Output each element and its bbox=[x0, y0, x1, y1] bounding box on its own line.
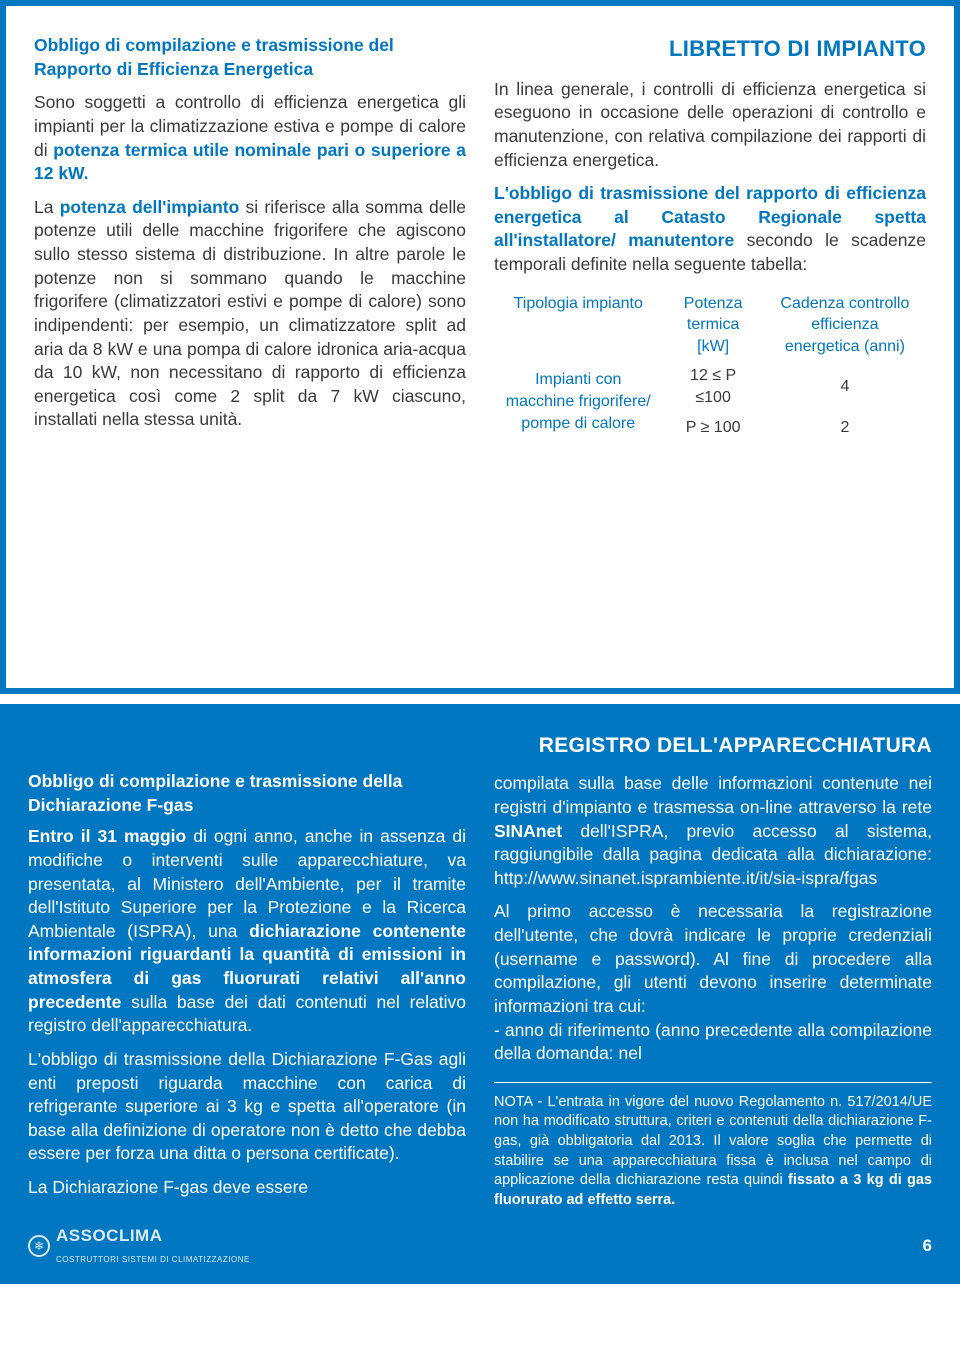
libretto-left-column: Obbligo di compilazione e trasmissione d… bbox=[34, 34, 466, 660]
registro-right-p1: compilata sulla base delle informazioni … bbox=[494, 772, 932, 890]
footer-brand-block: ASSOCLIMA COSTRUTTORI SISTEMI DI CLIMATI… bbox=[56, 1226, 250, 1266]
left-p2-bold: potenza dell'impianto bbox=[60, 197, 240, 217]
libretto-right-column: LIBRETTO DI IMPIANTO In linea generale, … bbox=[494, 34, 926, 660]
th-potenza: Potenza termica [kW] bbox=[662, 289, 763, 362]
page-number: 6 bbox=[923, 1236, 932, 1256]
registro-right-p1-bold: SINAnet bbox=[494, 821, 562, 841]
registro-left-heading: Obbligo di compilazione e trasmissione d… bbox=[28, 770, 466, 817]
registro-left-p1: Entro il 31 maggio di ogni anno, anche i… bbox=[28, 825, 466, 1038]
right-p1: In linea generale, i controlli di effici… bbox=[494, 78, 926, 173]
divider bbox=[494, 1082, 932, 1083]
registro-note: NOTA - L'entrata in vigore del nuovo Reg… bbox=[494, 1093, 932, 1210]
page: Obbligo di compilazione e trasmissione d… bbox=[0, 0, 960, 1365]
cell-cad-2: 2 bbox=[764, 413, 926, 443]
left-p2-pre: La bbox=[34, 197, 60, 217]
left-p1-bold: potenza termica utile nominale pari o su… bbox=[34, 140, 466, 184]
cell-cad-1: 4 bbox=[764, 361, 926, 412]
registro-left-p1-bold: Entro il 31 maggio bbox=[28, 826, 186, 846]
cell-pot-2: P ≥ 100 bbox=[662, 413, 763, 443]
left-p2-post: si riferisce alla somma delle potenze ut… bbox=[34, 197, 466, 430]
table-row: Impianti con macchine frigorifere/ pompe… bbox=[494, 361, 926, 412]
registro-right-p1-pre: compilata sulla base delle informazioni … bbox=[494, 773, 932, 817]
left-heading: Obbligo di compilazione e trasmissione d… bbox=[34, 34, 466, 81]
footer-brand-sub: COSTRUTTORI SISTEMI DI CLIMATIZZAZIONE bbox=[56, 1255, 250, 1264]
cadenza-table: Tipologia impianto Potenza termica [kW] … bbox=[494, 289, 926, 443]
registro-left-p2: L'obbligo di trasmissione della Dichiara… bbox=[28, 1048, 466, 1166]
registro-title: REGISTRO DELL'APPARECCHIATURA bbox=[494, 732, 932, 760]
right-p2: L'obbligo di trasmissione del rapporto d… bbox=[494, 182, 926, 277]
libretto-section: Obbligo di compilazione e trasmissione d… bbox=[0, 0, 960, 694]
registro-section: Obbligo di compilazione e trasmissione d… bbox=[0, 704, 960, 1284]
cell-pot-1: 12 ≤ P ≤100 bbox=[662, 361, 763, 412]
registro-right-p2-line: - anno di riferimento (anno precedente a… bbox=[494, 1020, 932, 1064]
th-tipologia: Tipologia impianto bbox=[494, 289, 662, 362]
footer-brand: ASSOCLIMA bbox=[56, 1226, 163, 1245]
registro-right-p2: Al primo accesso è necessaria la registr… bbox=[494, 900, 932, 1065]
th-cadenza: Cadenza controllo efficienza energetica … bbox=[764, 289, 926, 362]
left-p1: Sono soggetti a controllo di efficienza … bbox=[34, 91, 466, 186]
registro-right-column: REGISTRO DELL'APPARECCHIATURA compilata … bbox=[494, 732, 932, 1264]
footer-logo: ❄ ASSOCLIMA COSTRUTTORI SISTEMI DI CLIMA… bbox=[28, 1226, 250, 1266]
logo-icon: ❄ bbox=[28, 1235, 50, 1257]
registro-left-column: Obbligo di compilazione e trasmissione d… bbox=[28, 732, 466, 1264]
row-label: Impianti con macchine frigorifere/ pompe… bbox=[494, 361, 662, 442]
registro-left-p3: La Dichiarazione F-gas deve essere bbox=[28, 1176, 466, 1200]
page-footer: ❄ ASSOCLIMA COSTRUTTORI SISTEMI DI CLIMA… bbox=[28, 1226, 932, 1266]
left-p2: La potenza dell'impianto si riferisce al… bbox=[34, 196, 466, 432]
registro-right-p2-body: Al primo accesso è necessaria la registr… bbox=[494, 901, 932, 1016]
table-header-row: Tipologia impianto Potenza termica [kW] … bbox=[494, 289, 926, 362]
libretto-title: LIBRETTO DI IMPIANTO bbox=[494, 34, 926, 64]
